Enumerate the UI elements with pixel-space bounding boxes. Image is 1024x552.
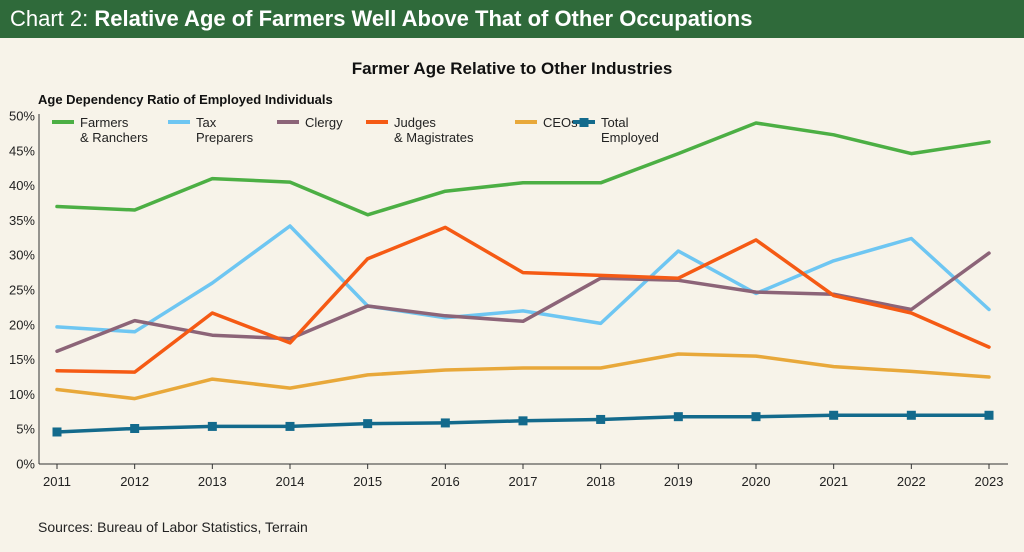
data-point-total-employed <box>984 410 994 420</box>
series-line-ceos <box>55 352 991 401</box>
data-point-total-employed <box>829 410 839 420</box>
source-note: Sources: Bureau of Labor Statistics, Ter… <box>38 519 308 535</box>
data-point-total-employed <box>751 412 761 422</box>
y-tick-label: 20% <box>9 317 35 332</box>
series-line-tax-preparers <box>55 224 991 334</box>
data-point-total-employed <box>285 421 295 431</box>
legend-label-ceos: CEOs <box>543 115 578 130</box>
y-tick-label: 40% <box>9 178 35 193</box>
axes <box>38 114 1008 465</box>
x-tick-label: 2018 <box>586 474 615 489</box>
data-point-total-employed <box>906 410 916 420</box>
legend-label-total-employed: Total <box>601 115 629 130</box>
x-tick-label: 2019 <box>664 474 693 489</box>
data-point-total-employed <box>52 427 62 437</box>
y-tick-label: 30% <box>9 248 35 263</box>
y-tick-label: 50% <box>9 109 35 124</box>
x-tick-label: 2014 <box>276 474 305 489</box>
series-lines <box>52 121 994 437</box>
legend-label-tax-preparers: Preparers <box>196 130 254 145</box>
data-point-total-employed <box>673 412 683 422</box>
x-tick-label: 2017 <box>509 474 538 489</box>
legend-label-judges-magistrates: Judges <box>394 115 436 130</box>
series-line-clergy <box>55 251 991 353</box>
x-tick-label: 2016 <box>431 474 460 489</box>
legend-label-judges-magistrates: & Magistrates <box>394 130 474 145</box>
x-tick-label: 2020 <box>742 474 771 489</box>
x-tick-label: 2013 <box>198 474 227 489</box>
legend-label-tax-preparers: Tax <box>196 115 217 130</box>
y-tick-labels: 0% 5% 10% 15% 20% 25% 30% 35% 40% 45% 50% <box>9 109 35 472</box>
x-tick-label: 2011 <box>43 474 71 489</box>
y-tick-label: 5% <box>16 422 35 437</box>
data-point-total-employed <box>207 421 217 431</box>
y-tick-label: 35% <box>9 213 35 228</box>
chart-header: Chart 2: Relative Age of Farmers Well Ab… <box>0 0 1024 38</box>
legend-label-clergy: Clergy <box>305 115 343 130</box>
y-axis-label: Age Dependency Ratio of Employed Individ… <box>38 92 333 107</box>
x-tick-labels: 2011 2012 2013 2014 2015 2016 2017 2018 2019 2020… <box>43 464 1003 489</box>
data-point-total-employed <box>440 418 450 428</box>
legend-marker-total-employed <box>579 118 589 127</box>
y-tick-label: 0% <box>16 457 35 472</box>
x-tick-label: 2021 <box>819 474 848 489</box>
data-point-total-employed <box>130 424 140 434</box>
y-tick-label: 45% <box>9 143 35 158</box>
x-tick-label: 2023 <box>975 474 1004 489</box>
y-tick-label: 10% <box>9 387 35 402</box>
series-line-judges-magistrates <box>55 225 991 374</box>
line-chart: Farmer Age Relative to Other Industries … <box>9 59 1008 535</box>
chart-subtitle: Farmer Age Relative to Other Industries <box>352 59 673 78</box>
data-point-total-employed <box>363 419 373 429</box>
legend-label-farmers-ranchers: Farmers <box>80 115 129 130</box>
x-tick-label: 2012 <box>120 474 149 489</box>
legend-label-total-employed: Employed <box>601 130 659 145</box>
data-point-total-employed <box>518 416 528 426</box>
x-tick-label: 2022 <box>897 474 926 489</box>
x-tick-label: 2015 <box>353 474 382 489</box>
series-line-farmers-ranchers <box>55 121 991 217</box>
header-title: Relative Age of Farmers Well Above That … <box>94 6 753 31</box>
legend-label-farmers-ranchers: & Ranchers <box>80 130 148 145</box>
y-tick-label: 15% <box>9 352 35 367</box>
header-prefix: Chart 2: <box>10 6 95 31</box>
data-point-total-employed <box>596 414 606 424</box>
y-tick-label: 25% <box>9 283 35 298</box>
